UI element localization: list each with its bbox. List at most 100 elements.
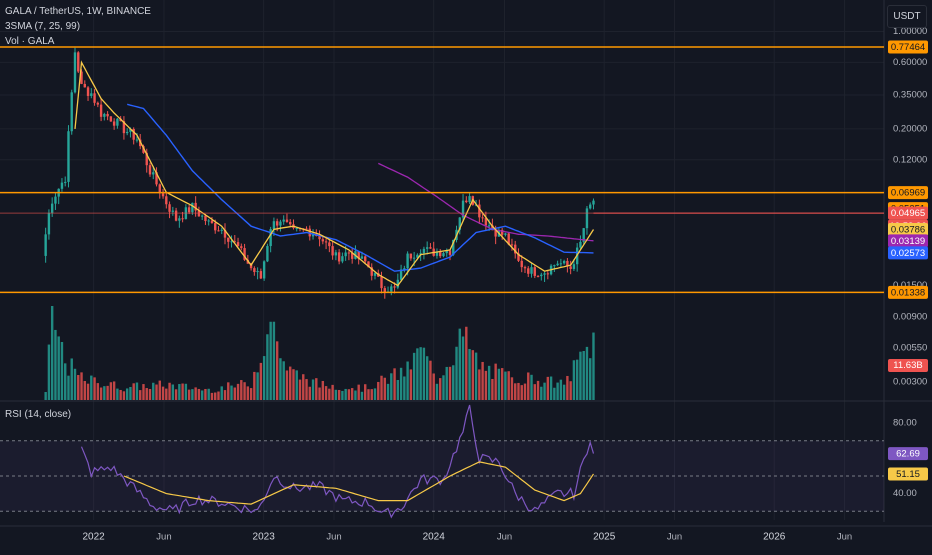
candle-down	[93, 93, 96, 103]
volume-bar	[458, 328, 461, 400]
price-label-text: 0.77464	[891, 42, 925, 53]
price-label-text: 0.01338	[891, 287, 925, 298]
candle-up	[582, 228, 585, 242]
currency-selector[interactable]: USDT	[887, 5, 927, 28]
volume-bar	[132, 383, 135, 400]
volume-bar	[249, 388, 253, 400]
price-label-badge	[888, 246, 928, 260]
volume-bar	[494, 363, 497, 400]
candle-down	[142, 146, 145, 153]
candle-up	[399, 269, 403, 280]
volume-bar	[256, 372, 259, 400]
volume-bar	[500, 368, 504, 400]
candle-down	[448, 250, 452, 255]
candle-down	[429, 247, 432, 249]
candle-up	[129, 128, 132, 132]
candle-up	[341, 256, 344, 262]
volume-bar	[517, 382, 520, 400]
rsi-tick-label: 40.00	[893, 488, 917, 499]
volume-tick-label: 0.00550	[893, 343, 927, 354]
volume-bar	[504, 371, 507, 400]
volume-bar	[181, 383, 184, 400]
volume-bar	[47, 344, 51, 400]
candle-down	[357, 251, 360, 259]
volume-bar	[471, 350, 475, 400]
price-label-text: 0.03139	[891, 236, 925, 247]
volume-bar	[50, 306, 54, 400]
price-tick-label: 1.00000	[893, 26, 927, 37]
volume-bar	[589, 358, 592, 400]
candle-down	[517, 253, 520, 261]
volume-bar	[412, 352, 416, 400]
volume-bar	[360, 391, 364, 400]
volume-bar	[142, 384, 145, 400]
volume-bar	[452, 365, 455, 400]
volume-bar	[64, 363, 67, 400]
candle-down	[380, 276, 383, 289]
volume-bar	[139, 390, 142, 400]
volume-bar	[54, 329, 57, 400]
volume-bar	[448, 366, 452, 400]
sma-25-line	[127, 103, 594, 272]
rsi-legend[interactable]: RSI (14, close)	[5, 409, 72, 420]
volume-bar	[298, 379, 302, 400]
candle-down	[106, 113, 109, 117]
candle-up	[553, 265, 556, 267]
candle-down	[328, 242, 331, 247]
volume-bar	[396, 380, 400, 400]
volume-bar	[390, 373, 393, 400]
volume-bar	[416, 348, 419, 400]
volume-bar	[370, 389, 373, 400]
candle-up	[50, 203, 54, 213]
candle-down	[86, 87, 90, 96]
candle-up	[422, 248, 426, 254]
volume-bar	[429, 360, 432, 400]
volume-bar	[305, 379, 308, 400]
volume-bar	[184, 383, 188, 400]
candle-up	[543, 273, 546, 275]
price-label-text: 0.02573	[891, 248, 925, 259]
candle-down	[227, 237, 230, 242]
candle-up	[445, 250, 448, 254]
volume-bar	[279, 358, 282, 400]
candle-down	[536, 275, 540, 277]
volume-bar	[383, 377, 386, 400]
candle-up	[90, 93, 93, 96]
volume-bar	[354, 390, 357, 400]
volume-bar	[347, 389, 351, 400]
volume-bar	[214, 392, 217, 400]
candle-up	[135, 139, 139, 141]
volume-bar	[422, 347, 426, 400]
candle-down	[370, 267, 373, 276]
candle-down	[566, 260, 569, 267]
volume-bar	[44, 392, 47, 400]
volume-bar	[559, 379, 563, 400]
candle-up	[200, 215, 204, 217]
volume-bar	[227, 382, 230, 400]
candle-down	[80, 71, 83, 84]
volume-bar	[122, 391, 126, 400]
rsi-label-text: 62.69	[896, 449, 920, 460]
candle-down	[494, 230, 497, 237]
candle-down	[243, 248, 246, 260]
volume-legend[interactable]: Vol · GALA	[5, 36, 55, 47]
candle-down	[324, 241, 328, 243]
volume-bar	[285, 370, 289, 400]
candle-up	[73, 52, 77, 93]
volume-label-badge	[888, 359, 928, 372]
time-tick-label: 2022	[83, 532, 106, 543]
candle-down	[223, 229, 227, 238]
volume-bar	[523, 383, 527, 400]
candle-up	[406, 253, 409, 269]
symbol-legend[interactable]: GALA / TetherUS, 1W, BINANCE	[5, 6, 151, 17]
sma-legend[interactable]: 3SMA (7, 25, 99)	[5, 21, 81, 32]
volume-bar	[455, 346, 458, 400]
volume-bar	[582, 350, 585, 400]
volume-bar	[507, 371, 510, 400]
candle-up	[412, 257, 416, 259]
volume-bar	[510, 377, 514, 400]
candle-down	[510, 244, 514, 246]
candle-up	[266, 246, 269, 262]
